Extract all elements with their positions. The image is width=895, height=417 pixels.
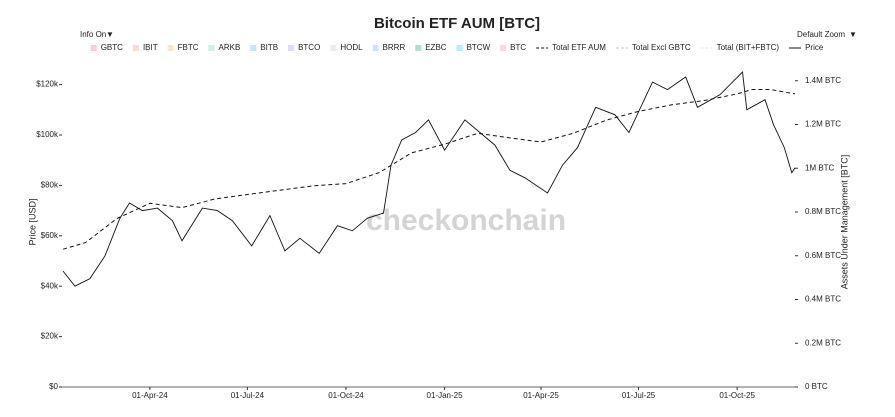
- legend-label[interactable]: ARKB: [219, 43, 241, 52]
- legend-symbol: [500, 45, 507, 51]
- x-tick-label: 01-Apr-25: [523, 391, 559, 400]
- y-tick-label: $60k: [41, 231, 59, 240]
- y-tick-label: $100k: [36, 130, 59, 139]
- y2-tick-label: 1M BTC: [805, 163, 835, 172]
- zoom-button[interactable]: Default Zoom: [797, 30, 845, 39]
- dropdown-arrow[interactable]: ▼: [849, 30, 857, 39]
- x-tick-label: 01-Jul-24: [231, 391, 265, 400]
- legend-label[interactable]: BRRR: [383, 43, 406, 52]
- info-button[interactable]: Info On: [80, 30, 106, 39]
- legend-label[interactable]: Total ETF AUM: [552, 43, 606, 52]
- y2-axis-title: Assets Under Management [BTC]: [839, 155, 849, 290]
- legend-symbol: [167, 45, 174, 51]
- legend-label[interactable]: GBTC: [101, 43, 123, 52]
- watermark: checkonchain: [366, 204, 566, 237]
- x-tick-label: 01-Oct-24: [328, 391, 364, 400]
- dropdown-arrow[interactable]: ▼: [106, 30, 114, 39]
- legend-symbol: [372, 45, 379, 51]
- y2-tick-label: 0 BTC: [805, 382, 828, 391]
- legend-symbol: [208, 45, 215, 51]
- y-tick-label: $80k: [41, 181, 59, 190]
- series-line: [62, 71, 796, 287]
- y-tick-label: $20k: [41, 332, 59, 341]
- legend-label[interactable]: FBTC: [178, 43, 199, 52]
- y-axis-title: Price [USD]: [27, 198, 37, 245]
- legend-label[interactable]: BTCO: [298, 43, 320, 52]
- legend-symbol: [330, 45, 337, 51]
- x-tick-label: 01-Jan-25: [427, 391, 464, 400]
- legend-symbol: [288, 45, 295, 51]
- y2-tick-label: 0.2M BTC: [805, 338, 841, 347]
- legend-symbol: [250, 45, 257, 51]
- legend-label[interactable]: Total (BIT+FBTC): [717, 43, 780, 52]
- legend-label[interactable]: BITB: [260, 43, 278, 52]
- y-tick-label: $40k: [41, 281, 59, 290]
- x-tick-label: 01-Apr-24: [132, 391, 168, 400]
- legend-label[interactable]: EZBC: [425, 43, 447, 52]
- legend-symbol: [90, 45, 97, 51]
- legend-label[interactable]: BTCW: [467, 43, 491, 52]
- y2-tick-label: 0.6M BTC: [805, 251, 841, 260]
- y2-tick-label: 0.8M BTC: [805, 207, 841, 216]
- chart-title: Bitcoin ETF AUM [BTC]: [374, 15, 540, 32]
- y-tick-label: $0: [49, 382, 58, 391]
- y2-tick-label: 0.4M BTC: [805, 295, 841, 304]
- series-line: [62, 89, 796, 250]
- y2-tick-label: 1.2M BTC: [805, 120, 841, 129]
- legend-label[interactable]: BTC: [510, 43, 526, 52]
- legend-label[interactable]: Total Excl GBTC: [632, 43, 691, 52]
- y2-tick-label: 1.4M BTC: [805, 76, 841, 85]
- legend-symbol: [456, 45, 463, 51]
- legend-label[interactable]: Price: [805, 43, 824, 52]
- legend-symbol: [415, 45, 422, 51]
- x-tick-label: 01-Oct-25: [719, 391, 755, 400]
- legend-label[interactable]: HODL: [340, 43, 363, 52]
- y-tick-label: $120k: [36, 80, 59, 89]
- x-tick-label: 01-Jul-25: [622, 391, 656, 400]
- legend-symbol: [132, 45, 139, 51]
- legend-label[interactable]: IBIT: [143, 43, 158, 52]
